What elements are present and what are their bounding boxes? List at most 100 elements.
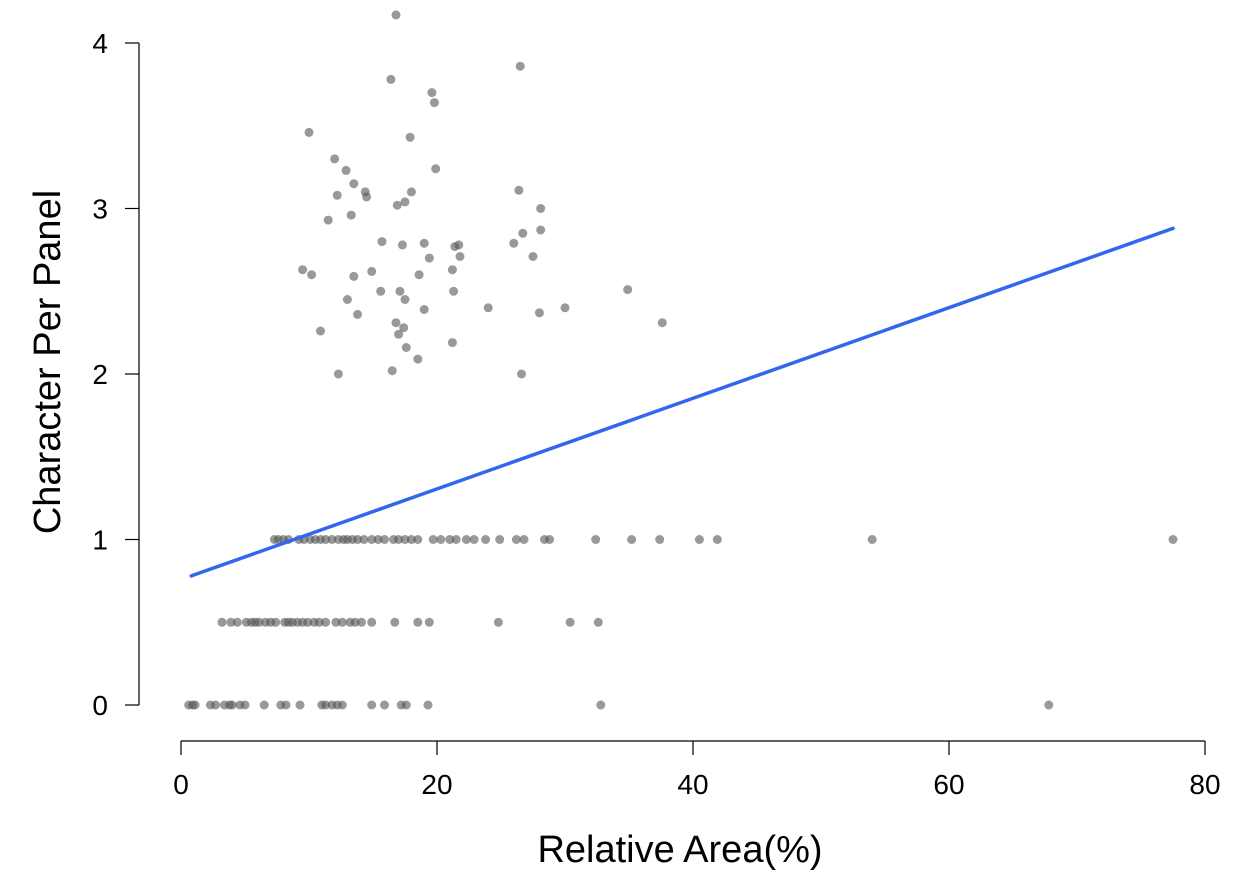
data-point: [419, 305, 429, 314]
data-point: [397, 240, 407, 250]
data-point: [423, 700, 433, 710]
data-point: [303, 617, 313, 627]
data-point: [596, 700, 606, 710]
x-axis-title: Relative Area(%): [537, 829, 822, 871]
data-point: [349, 271, 359, 281]
x-tick-label: 40: [677, 769, 708, 800]
data-point: [481, 535, 491, 544]
data-point: [406, 187, 416, 197]
data-point: [401, 343, 411, 352]
data-point: [445, 535, 455, 544]
data-point: [591, 535, 601, 544]
data-point: [321, 700, 331, 710]
data-point: [190, 700, 200, 710]
data-point: [211, 700, 221, 710]
data-point: [380, 700, 389, 710]
data-point: [321, 535, 331, 544]
x-tick-label: 0: [173, 769, 189, 800]
data-point: [515, 61, 525, 71]
data-point: [298, 265, 308, 275]
data-point: [414, 270, 424, 280]
data-point: [367, 535, 377, 544]
data-point: [350, 617, 360, 627]
data-point: [712, 535, 722, 544]
data-point: [536, 204, 546, 213]
y-axis: 0 1 2 3 4: [92, 28, 140, 721]
data-point: [514, 185, 524, 195]
data-point: [387, 366, 397, 376]
data-point: [447, 265, 457, 275]
data-point: [395, 286, 405, 296]
data-point: [483, 303, 493, 313]
data-point: [627, 535, 637, 544]
y-tick-label: 0: [92, 690, 108, 721]
data-point: [413, 617, 423, 627]
data-point: [391, 10, 401, 20]
data-point: [401, 700, 411, 710]
data-point: [357, 617, 366, 627]
data-point: [413, 535, 423, 544]
data-point: [321, 617, 331, 627]
data-point: [359, 535, 369, 544]
data-point: [1168, 535, 1178, 544]
data-point: [545, 535, 555, 544]
data-point: [377, 237, 387, 247]
data-point: [511, 535, 521, 544]
data-point: [259, 700, 269, 710]
data-point: [400, 535, 410, 544]
data-point: [424, 253, 434, 263]
data-point: [400, 197, 410, 207]
data-point: [509, 238, 519, 248]
data-point: [405, 132, 415, 142]
data-point: [399, 323, 409, 333]
data-point: [337, 700, 347, 710]
regression-line: [189, 226, 1175, 578]
y-tick-label: 1: [92, 525, 108, 556]
data-point: [528, 252, 538, 261]
data-point: [295, 700, 305, 710]
data-point: [226, 617, 236, 627]
data-point: [394, 535, 404, 544]
y-tick-label: 2: [92, 359, 108, 390]
data-point: [331, 617, 341, 627]
data-point: [431, 164, 441, 174]
data-point: [373, 535, 383, 544]
data-point: [455, 252, 465, 261]
data-point: [327, 535, 337, 544]
data-point: [406, 535, 416, 544]
data-point: [367, 700, 377, 710]
data-point: [867, 535, 877, 544]
data-point: [429, 98, 439, 108]
data-point: [390, 617, 400, 627]
x-tick-label: 20: [421, 769, 452, 800]
data-point: [536, 225, 546, 235]
data-point: [427, 88, 437, 98]
data-point: [391, 318, 401, 328]
data-point: [400, 295, 410, 304]
data-point: [367, 266, 377, 276]
data-point: [519, 535, 529, 544]
data-point: [454, 240, 464, 250]
data-point: [623, 285, 633, 295]
data-point: [323, 215, 333, 225]
data-point: [447, 338, 457, 348]
data-point: [655, 535, 665, 544]
data-point: [657, 318, 667, 328]
data-point: [332, 190, 342, 200]
data-point: [232, 617, 242, 627]
data-point: [353, 309, 363, 319]
data-point: [493, 617, 503, 627]
data-point: [271, 617, 281, 627]
x-axis: 0 20 40 60 80: [173, 740, 1221, 800]
data-point: [1044, 700, 1054, 710]
data-point: [349, 179, 359, 189]
data-point: [518, 228, 528, 238]
data-point: [593, 617, 603, 627]
data-point: [360, 187, 370, 197]
x-tick-label: 80: [1189, 769, 1220, 800]
data-point: [392, 200, 402, 210]
data-point: [342, 295, 352, 304]
data-point: [316, 326, 325, 336]
data-point: [419, 238, 429, 248]
